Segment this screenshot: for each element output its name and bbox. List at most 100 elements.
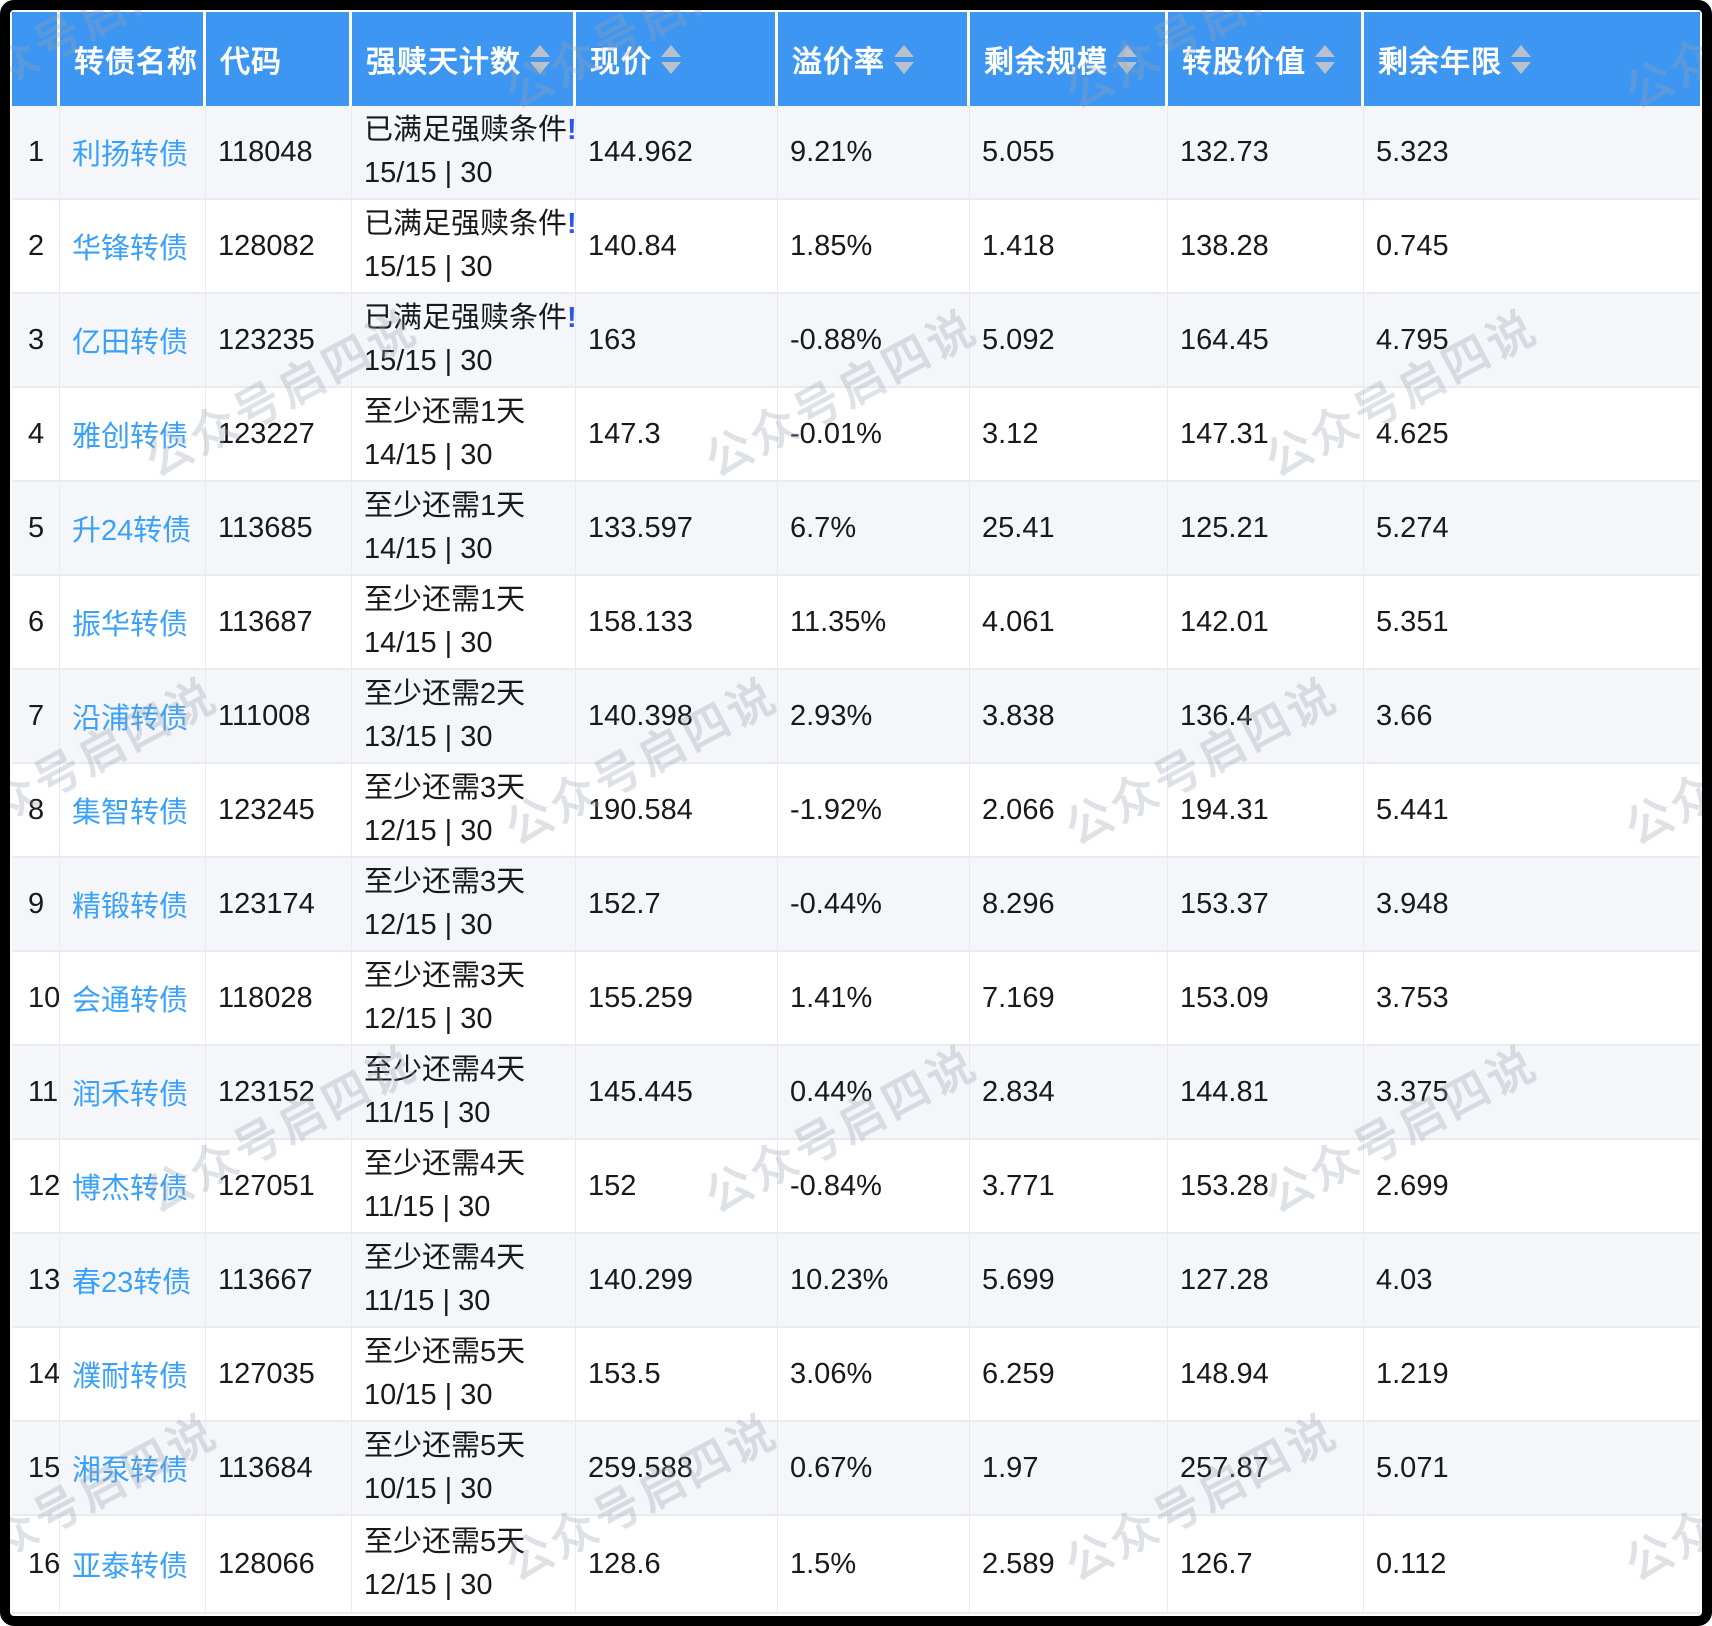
redeem-count-text: 11/15 | 30 (364, 1285, 491, 1317)
sort-down-arrow-icon (530, 61, 550, 74)
redeem-status-text: 至少还需2天 (364, 678, 526, 710)
bond-code: 123227 (218, 417, 315, 450)
bond-code-cell: 128066 (206, 1516, 352, 1614)
redeem-status-lines: 至少还需1天 14/15 | 30 (364, 579, 525, 665)
redeem-status-line: 已满足强赎条件! (364, 109, 575, 152)
bond-name-link[interactable]: 振华转债 (72, 609, 189, 641)
redeem-count-line: 12/15 | 30 (364, 1564, 525, 1607)
redeem-count-line: 12/15 | 30 (364, 810, 525, 853)
bond-name-link[interactable]: 湘泵转债 (72, 1455, 189, 1487)
bond-code-cell: 123235 (206, 294, 352, 388)
redeem-status-lines: 已满足强赎条件! 15/15 | 30 (364, 297, 575, 383)
row-index-label: 7 (28, 699, 45, 732)
redeem-count-cell: 至少还需1天 14/15 | 30 (352, 388, 576, 482)
bond-name-link[interactable]: 利扬转债 (72, 139, 189, 171)
bond-code-cell: 123174 (206, 858, 352, 952)
sort-icon[interactable] (894, 44, 914, 74)
bond-name-link[interactable]: 亿田转债 (72, 327, 189, 359)
redeem-count-line: 14/15 | 30 (364, 622, 525, 665)
price-cell: 140.398 (576, 670, 778, 764)
sort-icon[interactable] (530, 44, 550, 74)
row-index: 8 (12, 764, 60, 858)
redeem-status-text: 至少还需4天 (364, 1148, 526, 1180)
premium-value: -0.01% (790, 417, 882, 450)
bond-name-link[interactable]: 集智转债 (72, 797, 189, 829)
bond-name-link[interactable]: 华锋转债 (72, 233, 189, 265)
bond-name-link[interactable]: 精锻转债 (72, 891, 189, 923)
sort-up-arrow-icon (530, 44, 550, 57)
bond-code-cell: 113685 (206, 482, 352, 576)
header-cell-remain_size[interactable]: 剩余规模 (970, 12, 1168, 106)
sort-up-arrow-icon (1511, 44, 1531, 57)
row-index-label: 15 (28, 1451, 60, 1484)
redeem-status-line: 至少还需2天 (364, 673, 525, 716)
redeem-count-cell: 至少还需1天 14/15 | 30 (352, 576, 576, 670)
bond-code: 118048 (218, 135, 313, 168)
remain-years-cell: 5.323 (1364, 106, 1700, 200)
convertible-bond-table: 转债名称 代码 强赎天计数 现价 溢价率 剩余规模 转股价值 剩余年限 1 利扬转债 118048 已… (12, 12, 1700, 1614)
bond-name-link[interactable]: 雅创转债 (72, 421, 189, 453)
redeem-count-line: 11/15 | 30 (364, 1186, 525, 1229)
sort-up-arrow-icon (661, 44, 681, 57)
header-cell-conversion_value[interactable]: 转股价值 (1168, 12, 1364, 106)
remain-size-cell: 2.834 (970, 1046, 1168, 1140)
premium-cell: 0.44% (778, 1046, 970, 1140)
remain-years-value: 4.03 (1376, 1263, 1433, 1296)
header-cell-price[interactable]: 现价 (576, 12, 778, 106)
sort-up-arrow-icon (1315, 44, 1335, 57)
remain-size-cell: 7.169 (970, 952, 1168, 1046)
row-index: 12 (12, 1140, 60, 1234)
sort-icon[interactable] (1511, 44, 1531, 74)
row-index-label: 4 (28, 417, 45, 450)
redeem-status-lines: 至少还需5天 12/15 | 30 (364, 1521, 525, 1607)
row-index: 16 (12, 1516, 60, 1614)
redeem-status-text: 至少还需3天 (364, 866, 526, 898)
premium-cell: 1.41% (778, 952, 970, 1046)
bond-name-link[interactable]: 升24转债 (72, 515, 192, 547)
remain-years-value: 5.441 (1376, 793, 1449, 826)
header-label-price: 现价 (590, 46, 652, 79)
sort-down-arrow-icon (894, 61, 914, 74)
bond-name-link[interactable]: 亚泰转债 (72, 1551, 189, 1583)
remain-size-value: 5.699 (982, 1263, 1055, 1296)
bond-name-cell: 华锋转债 (60, 200, 206, 294)
conversion-value-cell: 153.37 (1168, 858, 1364, 952)
redeem-status-text: 至少还需1天 (364, 490, 526, 522)
header-cell-premium[interactable]: 溢价率 (778, 12, 970, 106)
bond-name-link[interactable]: 润禾转债 (72, 1079, 189, 1111)
bond-name-link[interactable]: 博杰转债 (72, 1173, 189, 1205)
remain-size-value: 6.259 (982, 1357, 1055, 1390)
redeem-count-cell: 至少还需4天 11/15 | 30 (352, 1234, 576, 1328)
premium-value: 0.67% (790, 1451, 873, 1484)
bond-name-link[interactable]: 会通转债 (72, 985, 189, 1017)
redeem-count-cell: 至少还需1天 14/15 | 30 (352, 482, 576, 576)
remain-years-cell: 3.753 (1364, 952, 1700, 1046)
premium-cell: 9.21% (778, 106, 970, 200)
conversion-value-cell: 125.21 (1168, 482, 1364, 576)
redeem-status-line: 至少还需3天 (364, 767, 525, 810)
remain-years-value: 5.274 (1376, 511, 1449, 544)
sort-icon[interactable] (661, 44, 681, 74)
sort-icon[interactable] (1117, 44, 1137, 74)
remain-size-value: 5.055 (982, 135, 1055, 168)
remain-years-cell: 0.745 (1364, 200, 1700, 294)
price-value: 259.588 (588, 1451, 693, 1484)
header-cell-redeem[interactable]: 强赎天计数 (352, 12, 576, 106)
header-cell-remain_years[interactable]: 剩余年限 (1364, 12, 1700, 106)
price-value: 152.7 (588, 887, 661, 920)
redeem-status-lines: 至少还需2天 13/15 | 30 (364, 673, 525, 759)
remain-size-cell: 2.589 (970, 1516, 1168, 1614)
price-cell: 259.588 (576, 1422, 778, 1516)
bond-name-cell: 会通转债 (60, 952, 206, 1046)
remain-size-value: 25.41 (982, 511, 1055, 544)
remain-size-value: 3.838 (982, 699, 1055, 732)
bond-name-link[interactable]: 濮耐转债 (72, 1361, 189, 1393)
bond-code: 128066 (218, 1547, 315, 1580)
bond-name-link[interactable]: 沿浦转债 (72, 703, 189, 735)
redeem-status-text: 至少还需3天 (364, 960, 526, 992)
bond-name-link[interactable]: 春23转债 (72, 1267, 192, 1299)
row-index-label: 1 (28, 135, 45, 168)
row-index: 4 (12, 388, 60, 482)
sort-icon[interactable] (1315, 44, 1335, 74)
